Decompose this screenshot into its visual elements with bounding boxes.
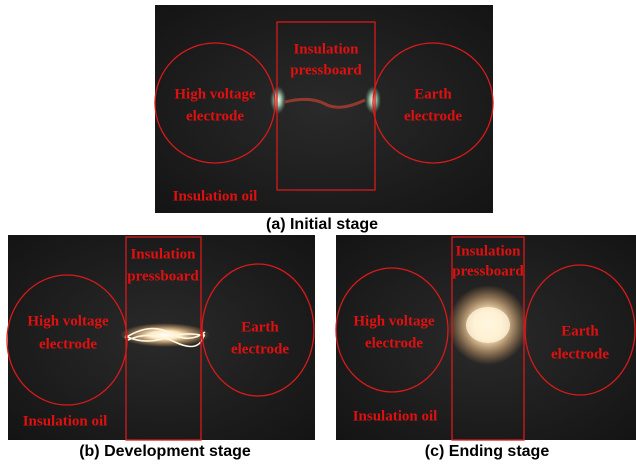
label: pressboard xyxy=(127,268,199,284)
label: Insulation oil xyxy=(173,188,258,204)
label: High voltage xyxy=(353,313,435,329)
glow xyxy=(270,86,286,114)
caption: (a) Initial stage xyxy=(266,216,378,233)
label: electrode xyxy=(231,341,289,357)
label: electrode xyxy=(186,108,244,124)
figure: High voltage electrode Insulation pressboar… xyxy=(0,0,636,464)
caption: (c) Ending stage xyxy=(425,443,550,460)
label: Insulation xyxy=(455,243,521,259)
label: Earth xyxy=(561,323,599,339)
panel: High voltage electrode Insulation pressboar… xyxy=(7,235,315,460)
label: High voltage xyxy=(174,86,256,102)
label: Insulation xyxy=(293,41,359,57)
label: pressboard xyxy=(290,62,362,78)
label: Earth xyxy=(414,86,452,102)
label: electrode xyxy=(39,336,97,352)
panel: High voltage electrode Insulation pressboar… xyxy=(155,5,493,233)
label: Insulation oil xyxy=(353,408,438,424)
label: High voltage xyxy=(27,313,109,329)
label: Insulation oil xyxy=(23,413,108,429)
label: Earth xyxy=(241,319,279,335)
label: electrode xyxy=(404,108,462,124)
label: electrode xyxy=(365,335,423,351)
page: {"panels": [ {"caption": "(a) Initial st… xyxy=(0,0,636,464)
label: pressboard xyxy=(452,263,524,279)
panel: High voltage electrode Insulation pressboar… xyxy=(336,235,636,460)
caption: (b) Development stage xyxy=(79,443,251,460)
label: Insulation xyxy=(130,246,196,262)
label: electrode xyxy=(551,346,609,362)
glow xyxy=(466,307,510,343)
